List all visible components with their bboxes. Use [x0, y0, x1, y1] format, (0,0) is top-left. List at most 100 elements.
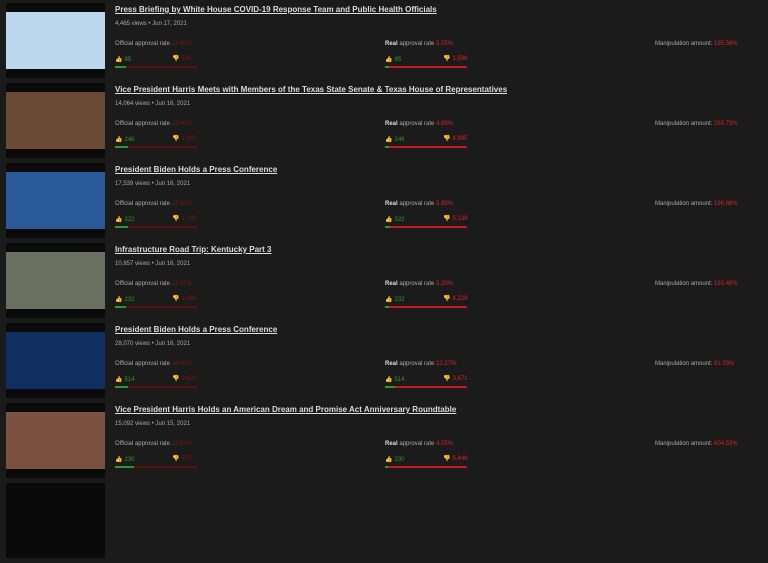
thumbs-down-icon: 👎 — [172, 296, 180, 302]
official-approval: Official approval rate 13.60% — [115, 41, 192, 47]
real-ratio-bar — [385, 386, 467, 388]
real-label: approval rate — [399, 121, 435, 127]
official-ratio-bar — [115, 466, 197, 468]
real-dislikes: 👎 5,139 — [443, 215, 468, 222]
video-title[interactable]: President Biden Holds a Press Conference — [115, 165, 278, 174]
manipulation-value: 193.48% — [714, 281, 738, 287]
likes-count: 85 — [394, 57, 402, 63]
thumbs-up-icon: 👍 — [385, 57, 393, 63]
video-thumbnail[interactable] — [6, 3, 105, 78]
video-meta: 28,070 views • Jun 16, 2021 — [115, 341, 191, 347]
dislikes-count: 1,465 — [181, 296, 197, 302]
video-title[interactable]: Vice President Harris Meets with Members… — [115, 85, 508, 94]
thumbs-down-icon: 👎 — [443, 376, 451, 382]
dislikes-count: 4,995 — [452, 136, 468, 142]
official-rate: 15.40% — [171, 121, 192, 127]
video-thumbnail[interactable] — [6, 483, 105, 558]
real-rate: 4.69% — [436, 121, 454, 127]
dislikes-count: 773 — [181, 456, 192, 462]
manipulation-label: Manipulation amount: — [655, 441, 713, 447]
video-thumbnail[interactable] — [6, 243, 105, 318]
real-ratio-bar — [385, 226, 467, 228]
video-title[interactable]: Press Briefing by White House COVID-19 R… — [115, 5, 437, 14]
video-thumbnail[interactable] — [6, 83, 105, 158]
likes-count: 232 — [394, 297, 405, 303]
manipulation-amount: Manipulation amount: 604.53% — [655, 441, 738, 447]
thumbs-down-icon: 👎 — [172, 216, 180, 222]
real-ratio-bar — [385, 306, 467, 308]
likes-count: 232 — [124, 297, 135, 303]
thumbs-up-icon: 👍 — [385, 137, 393, 143]
thumbnail-image — [6, 252, 105, 309]
video-title[interactable]: President Biden Holds a Press Conference — [115, 325, 278, 334]
real-label-bold: Real — [385, 281, 398, 287]
dislikes-count: 5,139 — [452, 216, 468, 222]
video-meta: 10,857 views • Jun 16, 2021 — [115, 261, 191, 267]
manipulation-amount: Manipulation amount: 196.88% — [655, 201, 738, 207]
real-likes: 👍 85 — [385, 56, 401, 63]
thumbs-up-icon: 👍 — [385, 217, 393, 223]
real-dislikes: 👎 3,671 — [443, 375, 468, 382]
official-approval: Official approval rate 22.93% — [115, 441, 192, 447]
official-approval: Official approval rate 15.40% — [115, 121, 192, 127]
thumbs-up-icon: 👍 — [115, 217, 123, 223]
thumbs-down-icon: 👎 — [172, 136, 180, 142]
manipulation-label: Manipulation amount: — [655, 361, 713, 367]
official-approval: Official approval rate 16.40% — [115, 361, 192, 367]
likes-count: 322 — [124, 217, 135, 223]
official-label: Official approval rate — [115, 201, 170, 207]
video-meta: 4,465 views • Jun 17, 2021 — [115, 21, 187, 27]
manipulation-label: Manipulation amount: — [655, 201, 713, 207]
official-rate: 15.60% — [171, 201, 192, 207]
official-dislikes: 👎 2,620 — [172, 375, 197, 382]
video-thumbnail[interactable] — [6, 403, 105, 478]
official-ratio-bar — [115, 66, 197, 68]
manipulation-amount: Manipulation amount: 195.56% — [655, 41, 738, 47]
official-rate: 16.40% — [171, 361, 192, 367]
official-dislikes: 👎 540 — [172, 55, 192, 62]
real-label-bold: Real — [385, 361, 398, 367]
dislikes-count: 5,446 — [452, 456, 468, 462]
dislikes-count: 540 — [181, 56, 192, 62]
official-likes: 👍 246 — [115, 136, 135, 143]
manipulation-label: Manipulation amount: — [655, 41, 713, 47]
official-ratio-bar — [115, 306, 197, 308]
official-dislikes: 👎 1,351 — [172, 135, 197, 142]
real-approval: Real approval rate 5.20% — [385, 281, 453, 287]
thumbs-up-icon: 👍 — [115, 377, 123, 383]
manipulation-label: Manipulation amount: — [655, 121, 713, 127]
video-thumbnail[interactable] — [6, 163, 105, 238]
real-dislikes: 👎 5,446 — [443, 455, 468, 462]
video-meta: 17,539 views • Jun 16, 2021 — [115, 181, 191, 187]
official-label: Official approval rate — [115, 121, 170, 127]
video-row: Infrastructure Road Trip: Kentucky Part … — [0, 243, 768, 323]
real-approval: Real approval rate 4.69% — [385, 121, 453, 127]
thumbs-down-icon: 👎 — [443, 56, 451, 62]
real-approval: Real approval rate 4.05% — [385, 441, 453, 447]
video-title[interactable]: Infrastructure Road Trip: Kentucky Part … — [115, 245, 272, 254]
real-rate: 5.20% — [436, 281, 454, 287]
manipulation-value: 195.56% — [714, 41, 738, 47]
real-dislikes: 👎 4,995 — [443, 135, 468, 142]
thumbs-up-icon: 👍 — [115, 297, 123, 303]
thumbs-up-icon: 👍 — [385, 297, 393, 303]
official-likes: 👍 514 — [115, 376, 135, 383]
official-likes: 👍 230 — [115, 456, 135, 463]
real-label: approval rate — [399, 41, 435, 47]
official-likes: 👍 232 — [115, 296, 135, 303]
official-approval: Official approval rate 15.60% — [115, 201, 192, 207]
video-title[interactable]: Vice President Harris Holds an American … — [115, 405, 457, 414]
real-rate: 12.27% — [436, 361, 457, 367]
likes-count: 322 — [394, 217, 405, 223]
manipulation-amount: Manipulation amount: 61.29% — [655, 361, 734, 367]
thumbs-down-icon: 👎 — [443, 456, 451, 462]
thumbnail-image — [6, 172, 105, 229]
thumbnail-image — [6, 92, 105, 149]
thumbs-up-icon: 👍 — [115, 57, 123, 63]
manipulation-value: 604.53% — [714, 441, 738, 447]
manipulation-value: 61.29% — [714, 361, 735, 367]
real-dislikes: 👎 4,229 — [443, 295, 468, 302]
official-label: Official approval rate — [115, 281, 170, 287]
video-meta: 14,064 views • Jun 16, 2021 — [115, 101, 191, 107]
video-thumbnail[interactable] — [6, 323, 105, 398]
